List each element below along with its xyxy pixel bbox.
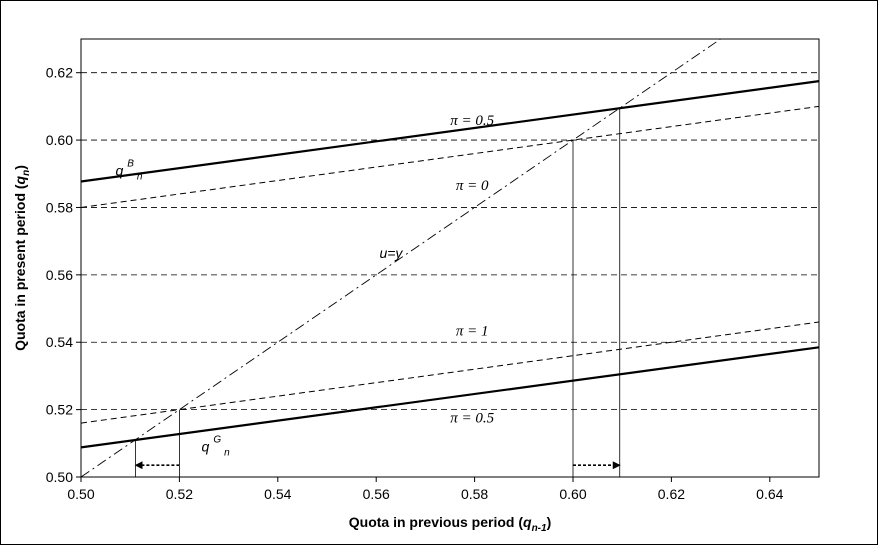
x-tick-label-0: 0.50 [67,486,94,502]
x-tick-label-6: 0.62 [658,486,685,502]
x-axis-title-close: ) [547,514,552,530]
annotations: π = 0.5 π = 0 π = 1 π = 0.5 u=y [379,113,494,427]
y-axis-title-close: ) [12,165,28,170]
qB-sup: B [127,158,134,169]
y-axis-title-main: Quota in present period ( [12,184,28,351]
annotation-pi05_bot: π = 0.5 [450,410,494,426]
qG-sub: n [224,448,230,459]
annotation-pi05_top: π = 0.5 [450,113,494,129]
annotation-pi1: π = 1 [456,323,489,339]
y-tick-label-2: 0.54 [46,334,73,350]
qB-sub: n [137,171,143,182]
x-tick-label-5: 0.60 [559,486,586,502]
annotation-uy: u=y [379,245,403,261]
qG-label: q Gn [202,435,231,459]
y-tick-label-4: 0.58 [46,199,73,215]
x-axis-title-sub: n-1 [532,523,547,534]
qG-base: q [202,439,210,455]
x-axis-title: Quota in previous period (qn-1) [349,514,551,534]
qB-base: q [115,162,123,178]
series-line-upper_pi05 [80,80,820,183]
annotation-pi0: π = 0 [456,178,489,194]
series-lines [80,38,820,478]
x-tick-label-7: 0.64 [756,486,783,502]
gridlines [81,72,819,411]
series-line-diagonal [80,38,721,478]
y-tick-label-3: 0.56 [46,267,73,283]
y-tick-label-0: 0.50 [46,469,73,485]
qB-label: q Bn [115,158,142,182]
x-axis-title-main: Quota in previous period ( [349,514,524,530]
y-axis-title-sub: n [21,170,32,176]
series-line-lower_pi05 [80,346,820,449]
x-tick-label-4: 0.58 [461,486,488,502]
x-tick-label-1: 0.52 [166,486,193,502]
plot-area-frame [80,38,820,478]
y-axis-title: Quota in present period (qn) [12,165,32,351]
y-axis-title-var: q [12,175,28,184]
x-tick-label-2: 0.54 [264,486,291,502]
qG-sup: G [213,435,221,446]
axis-ticks: 0.50 0.52 0.54 0.56 0.58 0.60 0.62 0.50 0.52 0.54… [46,65,784,502]
y-tick-label-5: 0.60 [46,132,73,148]
series-line-lower_pi1 [80,321,820,424]
y-tick-label-6: 0.62 [46,65,73,81]
x-axis-title-var: q [523,514,532,530]
y-tick-label-1: 0.52 [46,402,73,418]
x-tick-label-3: 0.56 [363,486,390,502]
series-line-upper_pi0 [80,105,820,208]
